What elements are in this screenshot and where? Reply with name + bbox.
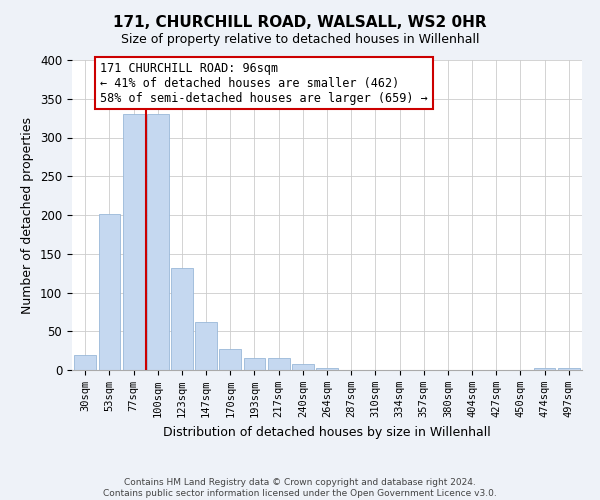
Bar [220, 349, 241, 370]
Bar [123, 114, 145, 370]
Text: 171 CHURCHILL ROAD: 96sqm
← 41% of detached houses are smaller (462)
58% of semi: 171 CHURCHILL ROAD: 96sqm ← 41% of detac… [100, 62, 428, 104]
X-axis label: Distribution of detached houses by size in Willenhall: Distribution of detached houses by size … [163, 426, 491, 438]
Text: Contains HM Land Registry data © Crown copyright and database right 2024.
Contai: Contains HM Land Registry data © Crown c… [103, 478, 497, 498]
Bar [74, 356, 96, 370]
Bar [147, 114, 169, 370]
Bar [195, 322, 217, 370]
Text: 171, CHURCHILL ROAD, WALSALL, WS2 0HR: 171, CHURCHILL ROAD, WALSALL, WS2 0HR [113, 15, 487, 30]
Text: Size of property relative to detached houses in Willenhall: Size of property relative to detached ho… [121, 32, 479, 46]
Bar [244, 358, 265, 370]
Bar [268, 358, 290, 370]
Bar [558, 368, 580, 370]
Bar [292, 364, 314, 370]
Y-axis label: Number of detached properties: Number of detached properties [22, 116, 34, 314]
Bar [316, 368, 338, 370]
Bar [98, 214, 121, 370]
Bar [533, 368, 556, 370]
Bar [171, 268, 193, 370]
